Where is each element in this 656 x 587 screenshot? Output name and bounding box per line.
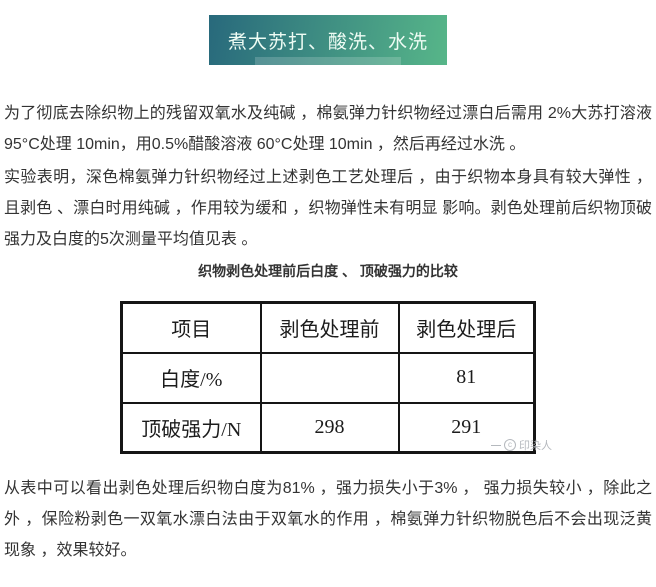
table-cell-strength-before: 298: [259, 401, 400, 454]
table-caption: 织物剥色处理前后白度 、 顶破强力的比较: [198, 263, 458, 279]
table-row: 顶破强力/N 298 291: [120, 401, 536, 454]
table-row: 白度/% 81: [120, 351, 536, 404]
header-badge: 煮大苏打、酸洗、水洗: [209, 15, 447, 65]
watermark-label: 印染人: [519, 440, 552, 452]
paragraph-experiment-result: 实验表明，深色棉氨弹力针织物经过上述剥色工艺处理后 ，由于织物本身具有较大弹性 …: [4, 169, 652, 248]
table-cell-whiteness-before: [259, 351, 400, 404]
table-row-label: 白度/%: [120, 351, 262, 404]
table-header-row: 项目 剥色处理前 剥色处理后: [120, 301, 536, 354]
paragraph-conclusion: 从表中可以看出剥色处理后织物白度为81% ，强力损失小于3% ， 强力损失较小 …: [4, 480, 652, 559]
paragraph-process-description: 为了彻底去除织物上的残留双氧水及纯碱 ，棉氨弹力针织物经过漂白后需用 2%大苏打…: [4, 105, 652, 153]
header-badge-label: 煮大苏打、酸洗、水洗: [227, 31, 428, 53]
watermark-logo-icon: c: [504, 439, 516, 451]
watermark: c 印染人: [491, 437, 552, 453]
table-row-label: 顶破强力/N: [120, 401, 262, 454]
table-header-after: 剥色处理后: [397, 301, 536, 354]
table-header-before: 剥色处理前: [259, 301, 400, 354]
comparison-table-image: 项目 剥色处理前 剥色处理后 白度/% 81 顶破强力/N 298 291 c …: [120, 301, 552, 454]
article-page: 煮大苏打、酸洗、水洗 为了彻底去除织物上的残留双氧水及纯碱 ，棉氨弹力针织物经过…: [0, 15, 656, 587]
badge-highlight-strip: [255, 57, 401, 65]
comparison-table: 项目 剥色处理前 剥色处理后 白度/% 81 顶破强力/N 298 291: [120, 301, 536, 454]
table-cell-whiteness-after: 81: [397, 351, 536, 404]
table-header-item: 项目: [120, 301, 262, 354]
watermark-dash: [491, 444, 501, 446]
